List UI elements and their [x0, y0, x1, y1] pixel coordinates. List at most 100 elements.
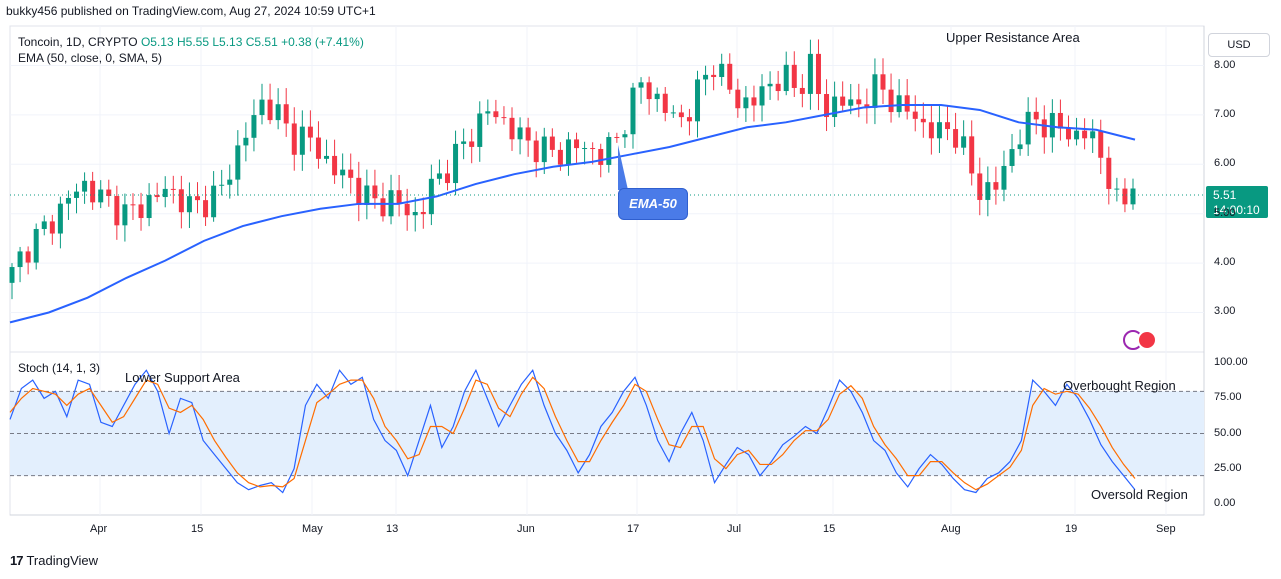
- candle-body: [178, 189, 184, 213]
- candle-body: [57, 203, 63, 234]
- time-tick-label: Sep: [1156, 523, 1176, 535]
- stoch-tick-label: 25.00: [1214, 461, 1242, 474]
- candle-body: [259, 99, 265, 116]
- candle-body: [138, 204, 144, 219]
- candle-body: [864, 104, 870, 108]
- candle-body: [646, 82, 652, 100]
- stoch-tick-label: 50.00: [1214, 426, 1242, 439]
- candle-body: [872, 74, 878, 108]
- candle-body: [1001, 165, 1007, 190]
- candle-body: [170, 188, 176, 190]
- last-price-value: 5.51: [1213, 188, 1237, 202]
- candle-body: [670, 112, 676, 114]
- time-tick-label: 15: [823, 523, 836, 535]
- candle-body: [283, 104, 289, 124]
- symbol-legend[interactable]: Toncoin, 1D, CRYPTO O5.13 H5.55 L5.13 C5…: [18, 35, 364, 49]
- candle-body: [1049, 112, 1055, 138]
- candle-body: [106, 189, 112, 196]
- candle-body: [275, 104, 281, 121]
- candle-body: [461, 141, 467, 144]
- candle-body: [630, 87, 636, 135]
- candle-body: [977, 173, 983, 200]
- candle-body: [324, 155, 330, 159]
- lower-support-label: Lower Support Area: [125, 370, 240, 385]
- candle-body: [227, 179, 233, 185]
- candle-body: [186, 196, 192, 213]
- candle-body: [114, 195, 120, 226]
- candle-body: [549, 136, 555, 150]
- price-tick-label: 7.00: [1214, 107, 1236, 120]
- candle-body: [420, 211, 426, 215]
- candle-body: [799, 87, 805, 94]
- time-tick-label: Jul: [727, 523, 742, 535]
- candle-body: [1033, 111, 1039, 120]
- candle-body: [90, 180, 96, 203]
- candle-body: [743, 97, 749, 109]
- stoch-k-line: [9, 368, 1136, 494]
- candle-body: [751, 97, 757, 106]
- candle-body: [832, 96, 838, 118]
- time-tick-label: Aug: [941, 523, 961, 535]
- candle-body: [936, 122, 942, 139]
- candle-body: [590, 148, 596, 150]
- candle-body: [662, 93, 668, 113]
- candle-body: [41, 221, 47, 229]
- candle-body: [307, 126, 313, 138]
- candle-body: [695, 79, 701, 122]
- price-tick-label: 3.00: [1214, 305, 1236, 318]
- flag-icon[interactable]: [1137, 330, 1157, 350]
- candle-body: [444, 173, 450, 184]
- stoch-d-line: [9, 376, 1136, 491]
- candle-body: [654, 93, 660, 100]
- stoch-legend[interactable]: Stoch (14, 1, 3): [18, 361, 101, 375]
- candle-body: [525, 127, 531, 141]
- candle-body: [1009, 149, 1015, 166]
- time-tick-label: 13: [386, 523, 399, 535]
- candle-body: [396, 190, 402, 204]
- bar-countdown: 14:00:10: [1213, 203, 1260, 217]
- time-tick-label: Jun: [517, 523, 535, 535]
- candle-body: [727, 63, 733, 90]
- ohlc-high: H5.55: [177, 35, 210, 49]
- candle-body: [953, 129, 959, 148]
- ema-badge-pointer: [618, 145, 628, 190]
- candle-body: [130, 204, 136, 206]
- stochastic-band: [10, 390, 1204, 477]
- candle-body: [404, 203, 410, 216]
- ema-legend[interactable]: EMA (50, close, 0, SMA, 5): [18, 51, 163, 65]
- candle-body: [203, 200, 209, 218]
- candle-body: [1082, 130, 1088, 139]
- candle-body: [1114, 188, 1120, 190]
- candle-body: [25, 251, 31, 263]
- candle-body: [703, 74, 709, 80]
- ohlc-low: L5.13: [212, 35, 243, 49]
- candle-body: [686, 117, 692, 122]
- time-tick-label: Apr: [90, 523, 108, 535]
- candle-body: [711, 74, 717, 78]
- candle-body: [98, 189, 104, 203]
- candle-body: [372, 185, 378, 199]
- candle-body: [1106, 157, 1112, 189]
- candle-body: [211, 185, 217, 218]
- stoch-tick-label: 0.00: [1214, 496, 1236, 509]
- tradingview-footer[interactable]: 17 TradingView: [10, 553, 98, 568]
- ema-50-polyline: [9, 104, 1136, 324]
- candle-body: [243, 137, 249, 146]
- candle-body: [856, 99, 862, 105]
- ohlc-change: +0.38 (+7.41%): [281, 35, 364, 49]
- ohlc-open: O5.13: [140, 35, 174, 49]
- candle-body: [775, 83, 781, 92]
- candle-body: [993, 182, 999, 190]
- candle-body: [291, 123, 297, 155]
- candle-body: [267, 99, 273, 121]
- candle-body: [557, 149, 563, 165]
- candle-body: [33, 228, 39, 263]
- time-tick-label: 17: [627, 523, 640, 535]
- candle-body: [65, 197, 71, 204]
- currency-button[interactable]: USD: [1208, 33, 1270, 57]
- candle-body: [1122, 188, 1128, 205]
- candle-body: [945, 122, 951, 130]
- tradingview-logo: 17: [10, 553, 24, 568]
- candle-body: [1098, 131, 1104, 158]
